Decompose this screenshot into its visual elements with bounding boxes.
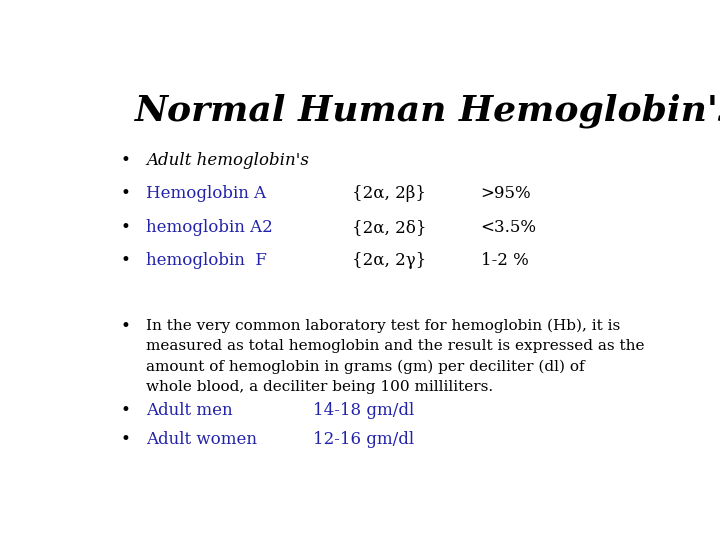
Text: 14-18 gm/dl: 14-18 gm/dl (313, 402, 415, 418)
Text: Adult hemoglobin's: Adult hemoglobin's (145, 152, 309, 169)
Text: Normal Human Hemoglobin's: Normal Human Hemoglobin's (135, 94, 720, 129)
Text: {2α, 2δ}: {2α, 2δ} (352, 219, 427, 235)
Text: >95%: >95% (481, 185, 531, 202)
Text: Adult women: Adult women (145, 431, 257, 448)
Text: •: • (121, 402, 130, 418)
Text: 12-16 gm/dl: 12-16 gm/dl (313, 431, 414, 448)
Text: •: • (121, 431, 130, 448)
Text: hemoglobin  F: hemoglobin F (145, 252, 267, 269)
Text: {2α, 2β}: {2α, 2β} (352, 185, 426, 202)
Text: •: • (121, 252, 130, 269)
Text: •: • (121, 152, 130, 169)
Text: <3.5%: <3.5% (481, 219, 536, 235)
Text: •: • (121, 319, 130, 335)
Text: •: • (121, 185, 130, 202)
Text: Hemoglobin A: Hemoglobin A (145, 185, 266, 202)
Text: Adult men: Adult men (145, 402, 233, 418)
Text: 1-2 %: 1-2 % (481, 252, 528, 269)
Text: {2α, 2γ}: {2α, 2γ} (352, 252, 426, 269)
Text: hemoglobin A2: hemoglobin A2 (145, 219, 273, 235)
Text: In the very common laboratory test for hemoglobin (Hb), it is
measured as total : In the very common laboratory test for h… (145, 319, 644, 394)
Text: •: • (121, 219, 130, 235)
